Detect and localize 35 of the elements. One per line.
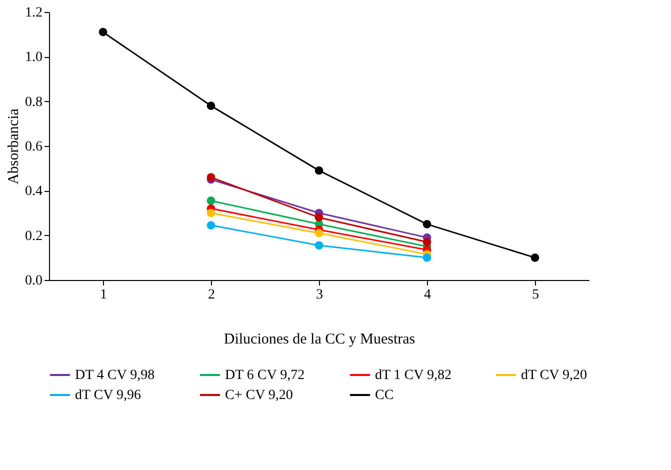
point	[422, 253, 432, 262]
x-axis-title: Diluciones de la CC y Muestras	[224, 332, 416, 348]
point	[206, 173, 216, 182]
legend-label: C+ CV 9,20	[225, 388, 293, 403]
legend-label: DT 6 CV 9,72	[225, 368, 305, 383]
y-tick-label: 0.2	[25, 228, 42, 244]
x-tick-label: 2	[208, 288, 215, 302]
y-tick-label: 1.2	[25, 6, 42, 20]
point	[314, 213, 324, 222]
x-tick-label: 1	[100, 288, 107, 302]
y-tick-label: 1.0	[25, 50, 42, 66]
legend-label: CC	[375, 388, 394, 403]
legend-label: dT 1 CV 9,82	[375, 368, 452, 383]
point	[206, 102, 216, 110]
x-tick-label: 3	[316, 288, 323, 302]
x-tick-label: 5	[532, 288, 539, 302]
y-tick-label: 0.4	[25, 184, 42, 200]
point	[206, 221, 216, 230]
point	[314, 241, 324, 250]
y-tick-label: 0.6	[25, 140, 42, 154]
y-tick-label: 0.8	[25, 94, 42, 110]
point	[530, 253, 540, 262]
point	[314, 228, 324, 238]
point	[314, 166, 324, 175]
legend-label: dT CV 9,96	[75, 388, 141, 403]
point	[206, 196, 216, 205]
legend-label: DT 4 CV 9,98	[75, 368, 155, 383]
point	[422, 220, 432, 228]
point	[422, 238, 432, 246]
point	[206, 208, 216, 218]
y-tick-label: 0.0	[25, 274, 42, 288]
point	[98, 28, 108, 36]
x-tick-label: 4	[424, 288, 431, 302]
legend-label: dT CV 9,20	[521, 368, 587, 383]
y-axis-title: Absorbancia	[6, 108, 22, 184]
